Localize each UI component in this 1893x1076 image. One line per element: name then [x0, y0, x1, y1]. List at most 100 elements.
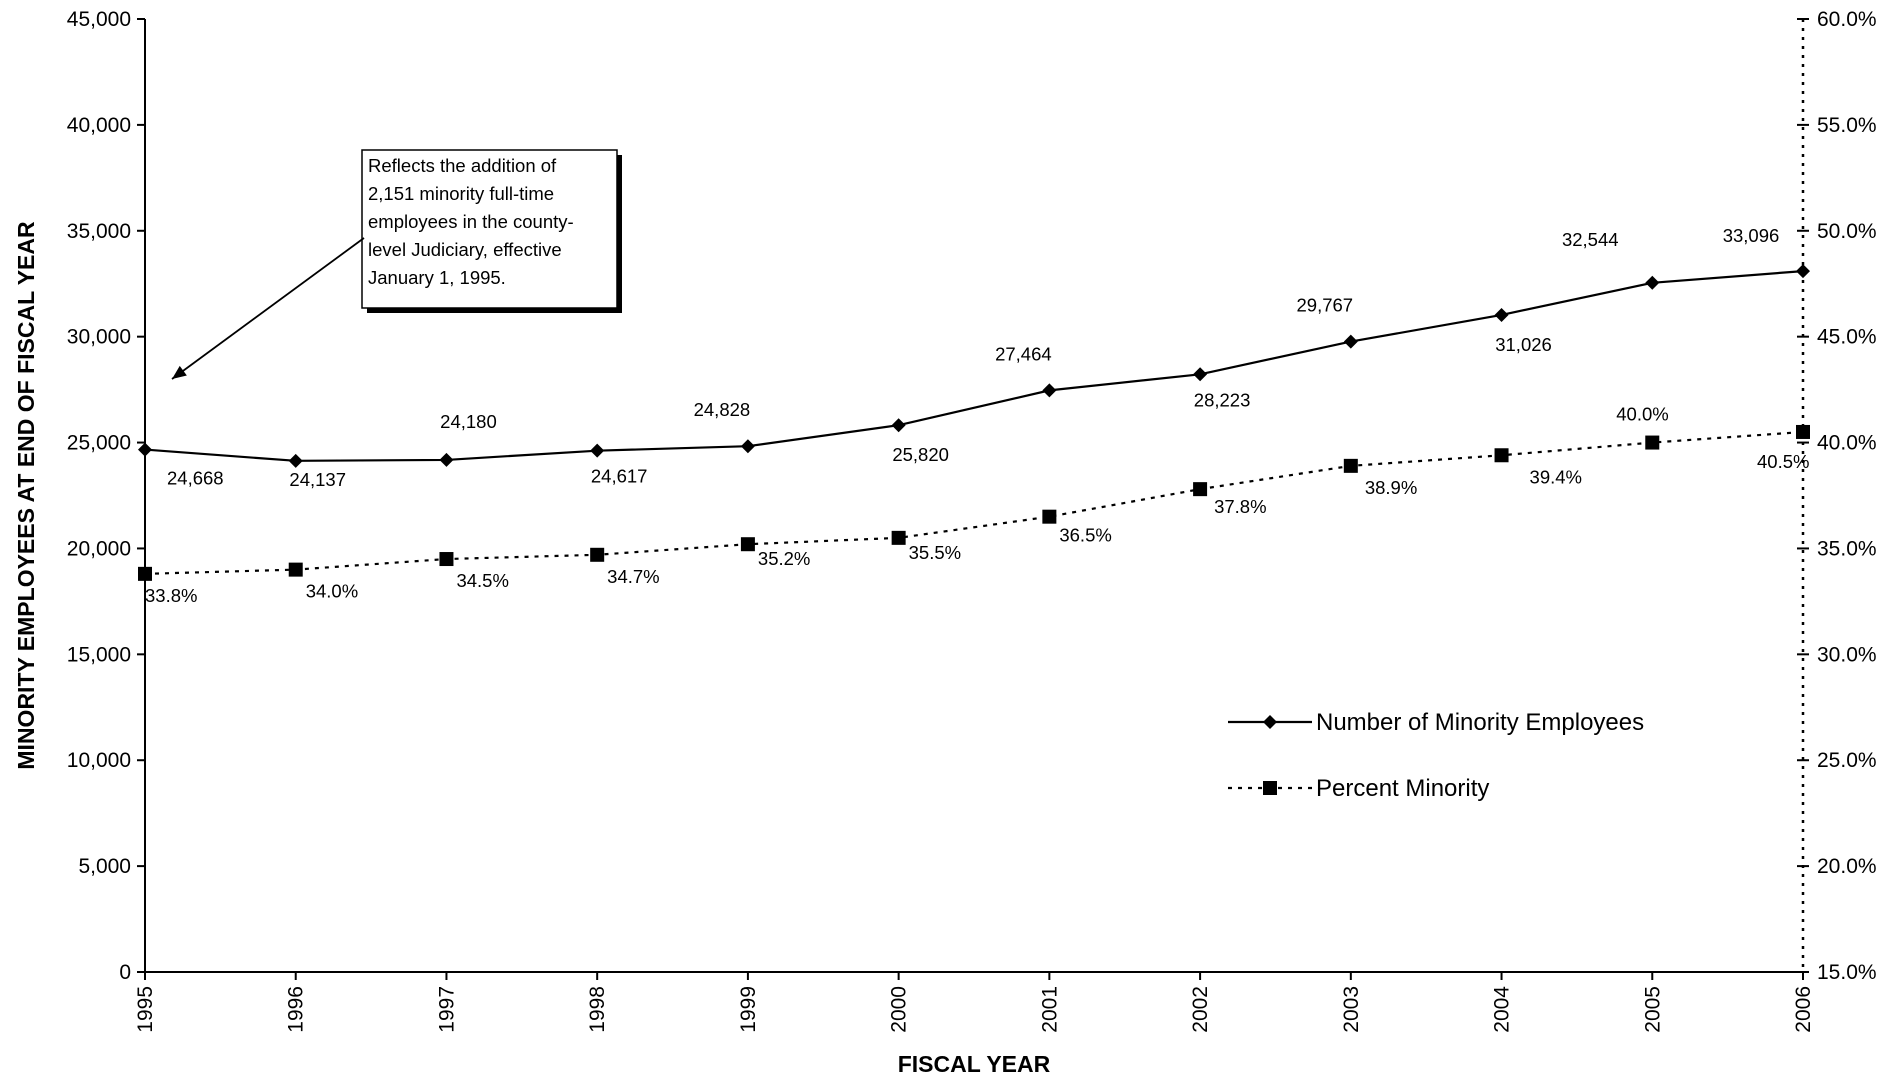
callout-text-line: January 1, 1995. [368, 267, 506, 288]
right-axis-tick-label: 30.0% [1817, 643, 1877, 666]
callout-box [361, 149, 618, 309]
diamond-marker [1042, 383, 1057, 398]
diamond-marker [1193, 367, 1208, 382]
data-label-employees: 24,617 [591, 466, 648, 487]
data-labels: 24,668 24,137 24,180 24,617 24,828 25,820 27,4… [145, 225, 1809, 606]
square-marker [138, 566, 152, 581]
data-label-percent: 37.8% [1214, 496, 1266, 517]
callout-text-line: 2,151 minority full-time [368, 183, 554, 204]
annotation-callout: Reflects the addition of 2,151 minority f… [171, 149, 622, 380]
left-axis-tick-label: 0 [119, 961, 131, 984]
callout-arrow-line [171, 237, 365, 380]
data-label-percent: 38.9% [1365, 477, 1417, 498]
data-label-percent: 36.5% [1059, 525, 1111, 546]
left-axis-tick-label: 45,000 [67, 8, 131, 31]
diamond-marker [288, 453, 303, 468]
callout-text-line: employees in the county- [368, 211, 574, 232]
square-marker [1193, 482, 1208, 497]
x-axis-tick-label: 2001 [1038, 986, 1061, 1033]
left-axis-tick-label: 5,000 [78, 855, 131, 878]
legend-label-percent: Percent Minority [1316, 775, 1489, 802]
right-axis-tick-label: 55.0% [1817, 114, 1877, 137]
diamond-marker [1343, 334, 1358, 349]
right-axis-tick-label: 40.0% [1817, 432, 1877, 455]
diamond-marker [1645, 275, 1660, 290]
series-line-minority-employees [144, 270, 1804, 462]
diamond-marker [138, 442, 152, 457]
legend-label-employees: Number of Minority Employees [1316, 709, 1644, 736]
data-label-percent: 35.2% [758, 548, 810, 569]
square-marker [288, 562, 303, 577]
callout-text-line: Reflects the addition of [368, 155, 557, 176]
square-marker [590, 547, 605, 562]
left-axis-tick-label: 10,000 [67, 749, 131, 772]
square-marker [1343, 458, 1358, 473]
square-marker [1796, 424, 1810, 439]
series-layer [138, 264, 1810, 581]
x-axis-title: FISCAL YEAR [898, 1051, 1051, 1076]
x-axis-tick-label: 2004 [1491, 986, 1514, 1033]
right-axis-tick-label: 50.0% [1817, 220, 1877, 243]
data-label-employees: 29,767 [1297, 295, 1354, 316]
data-label-percent: 34.5% [456, 570, 508, 591]
legend-square-marker [1263, 781, 1277, 795]
axes: 0 5,000 10,000 15,000 20,000 25,000 30,000 35,0… [13, 8, 1877, 1076]
x-axis-tick-label: 2005 [1641, 986, 1664, 1033]
data-label-employees: 31,026 [1495, 334, 1552, 355]
data-label-percent: 34.0% [306, 581, 358, 602]
x-axis-tick-label: 2000 [888, 986, 911, 1033]
diamond-marker [891, 418, 906, 433]
diamond-marker [439, 452, 454, 467]
data-label-employees: 24,828 [694, 399, 751, 420]
right-axis-tick-label: 20.0% [1817, 855, 1877, 878]
data-label-employees: 24,668 [167, 468, 224, 489]
left-axis-tick-label: 35,000 [67, 220, 131, 243]
right-axis-tick-label: 45.0% [1817, 326, 1877, 349]
data-label-employees: 25,820 [892, 444, 949, 465]
diamond-marker [740, 439, 755, 454]
left-axis-tick-label: 40,000 [67, 114, 131, 137]
x-axis-tick-label: 1996 [285, 986, 308, 1033]
diamond-marker [1494, 307, 1509, 322]
left-axis-tick-label: 20,000 [67, 537, 131, 560]
right-axis-tick-label: 60.0% [1817, 8, 1877, 31]
data-label-percent: 35.5% [909, 542, 961, 563]
data-label-employees: 33,096 [1723, 225, 1780, 246]
right-axis-tick-label: 25.0% [1817, 749, 1877, 772]
square-marker [1645, 435, 1660, 450]
right-axis-tick-label: 15.0% [1817, 961, 1877, 984]
data-label-employees: 28,223 [1194, 389, 1251, 410]
legend-diamond-marker [1263, 715, 1277, 729]
square-marker [1494, 448, 1509, 463]
data-label-employees: 32,544 [1562, 229, 1619, 250]
legend: Number of Minority Employees Percent Mino… [1228, 709, 1644, 802]
right-axis-tick-label: 35.0% [1817, 537, 1877, 560]
callout-arrow-head [172, 365, 187, 379]
diamond-marker [590, 443, 605, 458]
diamond-marker [1796, 264, 1810, 279]
x-axis-tick-label: 1995 [134, 986, 157, 1033]
x-axis-tick-label: 1997 [435, 986, 458, 1033]
left-axis-tick-label: 30,000 [67, 326, 131, 349]
data-label-percent: 33.8% [145, 585, 197, 606]
square-marker [891, 530, 906, 545]
data-label-percent: 34.7% [607, 566, 659, 587]
left-axis-tick-label: 25,000 [67, 432, 131, 455]
data-label-percent: 40.5% [1757, 451, 1809, 472]
x-axis-tick-label: 2003 [1340, 986, 1363, 1033]
x-axis-tick-label: 2002 [1189, 986, 1212, 1033]
x-axis-tick-label: 1998 [586, 986, 609, 1033]
callout-text-line: level Judiciary, effective [368, 239, 562, 260]
y-axis-title: MINORITY EMPLOYEES AT END OF FISCAL YEAR [13, 221, 39, 770]
data-label-employees: 24,137 [289, 469, 346, 490]
x-axis-tick-label: 1999 [737, 986, 760, 1033]
left-axis-tick-label: 15,000 [67, 643, 131, 666]
data-label-employees: 27,464 [995, 343, 1052, 364]
square-marker [740, 537, 755, 552]
data-label-percent: 40.0% [1616, 404, 1668, 425]
data-label-employees: 24,180 [440, 411, 497, 432]
square-marker [439, 552, 454, 567]
series-line-percent-minority [144, 430, 1804, 575]
